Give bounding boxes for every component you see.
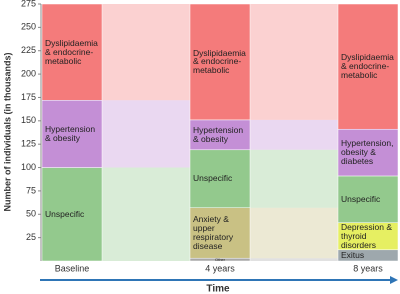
alluvial-node — [337, 3, 399, 130]
node-label-box: Unspecific — [341, 193, 381, 204]
y-tick-label: 250 — [21, 22, 36, 32]
node-label-box: Dyslipidaemia & endocrine-metabolic — [341, 52, 394, 81]
flow-band — [250, 207, 338, 259]
node-label: Unspecific — [45, 208, 85, 219]
y-tick-label: 50 — [26, 209, 36, 219]
node-label: Hypertension & obesity — [193, 124, 244, 144]
x-tick-label: Baseline — [55, 263, 90, 273]
alluvial-node — [189, 3, 251, 121]
node-label-box: Dyslipidaemia & endocrine-metabolic — [193, 47, 246, 76]
alluvial-node — [189, 119, 251, 151]
flow-band — [250, 258, 338, 261]
alluvial-node — [337, 128, 399, 177]
node-label: Other — [214, 258, 225, 261]
flow-band — [250, 4, 338, 120]
y-axis-label: Number of individuals (in thousands) — [2, 52, 12, 211]
y-tick-label: 125 — [21, 139, 36, 149]
alluvial-node — [337, 222, 399, 251]
node-label: Anxiety & upper respiratory disease — [193, 214, 234, 251]
y-tick-label: 25 — [26, 232, 36, 242]
node-label-box: Other — [214, 258, 225, 261]
flow-band — [250, 149, 338, 208]
alluvial-node — [41, 167, 103, 262]
node-label: Unspecific — [341, 193, 381, 204]
node-label-box: Depression & thyroid disorders — [341, 222, 393, 250]
y-tick-label: 100 — [21, 162, 36, 172]
y-tick-label: 175 — [21, 92, 36, 102]
node-label: Unspecific — [193, 173, 233, 184]
flow-band — [250, 119, 338, 150]
node-label-box: Unspecific — [193, 173, 233, 184]
node-label-box: Hypertension & obesity — [193, 124, 244, 144]
node-label: Exitus — [341, 249, 365, 260]
flow-band — [102, 167, 190, 261]
y-tick-label: 275 — [21, 0, 36, 8]
y-tick-label: 75 — [26, 185, 36, 195]
y-tick-label: 225 — [21, 45, 36, 55]
node-label-box: Unspecific — [45, 208, 85, 219]
node-label: Depression & thyroid disorders — [341, 222, 393, 250]
y-tick-label: 150 — [21, 115, 36, 125]
node-label: Dyslipidaemia & endocrine-metabolic — [341, 52, 394, 81]
node-label-box: Hypertension, obesity & diabetes — [341, 138, 394, 167]
alluvial-node — [337, 175, 399, 223]
alluvial-node — [41, 3, 103, 101]
node-label: Hypertension & obesity — [45, 123, 96, 143]
flow-band — [102, 4, 190, 101]
time-arrowhead — [390, 276, 398, 284]
node-label: Hypertension, obesity & diabetes — [341, 138, 394, 167]
flow-band — [102, 100, 190, 168]
alluvial-node — [41, 100, 103, 168]
node-label-box: Exitus — [341, 249, 365, 260]
node-label-box: Dyslipidaemia & endocrine-metabolic — [45, 37, 98, 66]
node-label-box: Hypertension & obesity — [45, 123, 96, 143]
alluvial-node — [189, 149, 251, 208]
node-label-box: Anxiety & upper respiratory disease — [193, 214, 234, 251]
x-axis-label: Time — [206, 284, 230, 294]
node-label: Dyslipidaemia & endocrine-metabolic — [45, 37, 98, 66]
y-tick-label: 200 — [21, 68, 36, 78]
node-label: Dyslipidaemia & endocrine-metabolic — [193, 47, 246, 76]
x-tick-label: 8 years — [353, 263, 383, 273]
x-tick-label: 4 years — [205, 263, 235, 273]
